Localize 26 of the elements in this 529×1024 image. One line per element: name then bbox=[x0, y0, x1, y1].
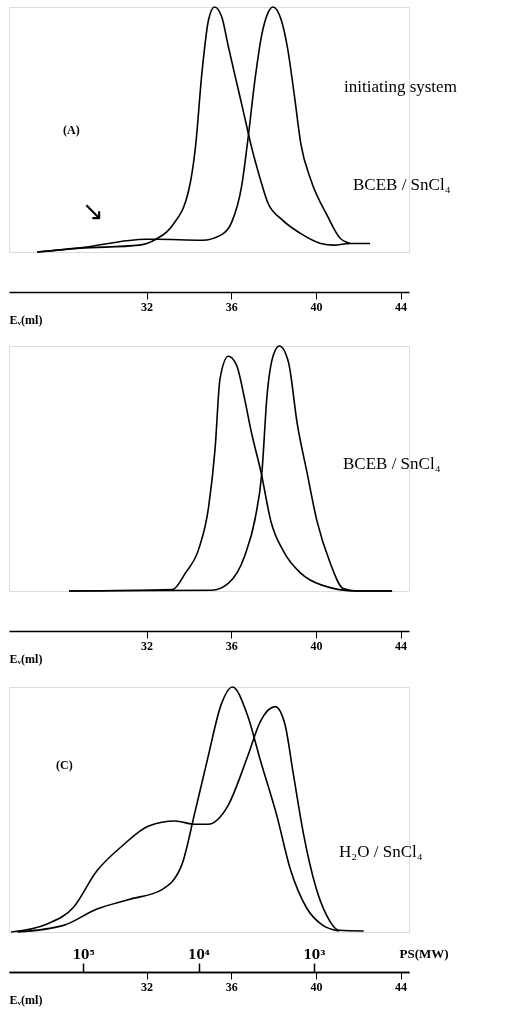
annotation: (A) bbox=[63, 123, 80, 137]
x-tick-label: 32 bbox=[141, 979, 154, 994]
x-tick-label: 32 bbox=[141, 638, 154, 653]
x-tick-label: 44 bbox=[395, 299, 408, 314]
x-axis-title: Eᵥ(ml) bbox=[9, 651, 43, 666]
annotation: initiating system bbox=[344, 77, 457, 96]
x-tick-label: 36 bbox=[225, 979, 238, 994]
annotation: BCEB / SnCl₄ bbox=[343, 454, 441, 473]
x2-tick-label: 10⁴ bbox=[188, 947, 211, 962]
annotation: (C) bbox=[56, 758, 73, 772]
x-tick-label: 44 bbox=[395, 638, 408, 653]
x-tick-label: 36 bbox=[225, 638, 238, 653]
x-axis-title: Eᵥ(ml) bbox=[9, 312, 43, 327]
annotation: ↘ bbox=[82, 196, 104, 226]
annotation: H₂O / SnCl₄ bbox=[339, 842, 423, 861]
x-tick-label: 40 bbox=[310, 638, 323, 653]
x2-tick-label: 10³ bbox=[303, 947, 326, 962]
x-tick-label: 40 bbox=[310, 299, 323, 314]
x-tick-label: 40 bbox=[310, 979, 323, 994]
annotation: BCEB / SnCl₄ bbox=[353, 175, 451, 194]
x2-axis-title: PS(MW) bbox=[399, 945, 449, 961]
x-axis-title: Eᵥ(ml) bbox=[9, 992, 43, 1007]
x-tick-label: 44 bbox=[395, 979, 408, 994]
x-tick-label: 32 bbox=[141, 299, 154, 314]
x-tick-label: 36 bbox=[225, 299, 238, 314]
x2-tick-label: 10⁵ bbox=[72, 947, 95, 962]
